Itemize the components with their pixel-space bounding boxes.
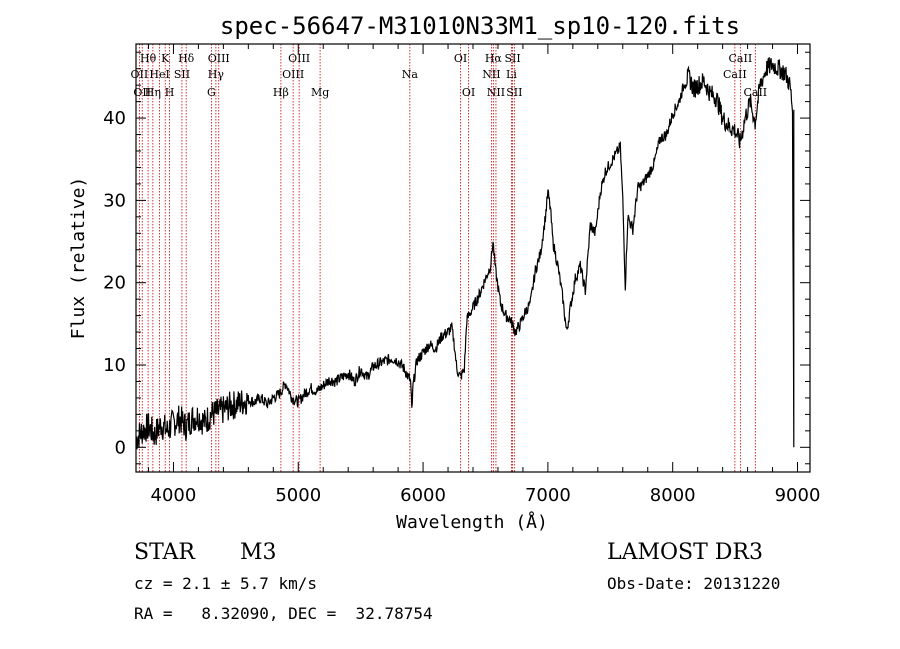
line-label-11: OIII — [208, 52, 230, 65]
x-tick-label-6000: 6000 — [400, 485, 446, 506]
line-label-0: OII — [131, 68, 149, 81]
line-label-3: Hη — [145, 86, 161, 99]
x-tick-label-8000: 8000 — [650, 485, 696, 506]
line-label-13: OIII — [282, 68, 304, 81]
y-tick-label-30: 30 — [103, 190, 126, 211]
line-label-16: Na — [402, 68, 419, 81]
observation-date: Obs-Date: 20131220 — [607, 574, 781, 593]
line-label-14: OIII — [288, 52, 310, 65]
ra-dec-coordinates: RA = 8.32090, DEC = 32.78754 — [134, 604, 433, 623]
line-label-20: Hα — [485, 52, 503, 65]
line-label-7: SII — [174, 68, 190, 81]
line-label-4: HeI — [149, 68, 169, 81]
line-label-27: CaII — [743, 86, 767, 99]
y-tick-label-40: 40 — [103, 108, 126, 129]
line-label-26: CaII — [729, 52, 753, 65]
emission-line-labels: OII OII Hθ Hη HeI K H SII Hδ G Hγ OIII Hβ OIII OIII Mg N… — [131, 52, 768, 99]
line-label-8: Hδ — [178, 52, 195, 65]
redshift-cz: cz = 2.1 ± 5.7 km/s — [134, 574, 318, 593]
line-label-25: CaII — [723, 68, 747, 81]
object-subclass: M3 — [240, 540, 277, 565]
line-label-9: G — [207, 86, 216, 99]
line-label-18: OI — [462, 86, 475, 99]
x-axis-ticks: 4000 5000 6000 7000 8000 9000 — [147, 44, 821, 506]
x-tick-label-7000: 7000 — [525, 485, 571, 506]
line-label-17: OI — [454, 52, 467, 65]
y-tick-label-20: 20 — [103, 273, 126, 294]
line-label-2: Hθ — [140, 52, 157, 65]
line-label-6: H — [165, 86, 175, 99]
line-label-1: OII — [133, 86, 151, 99]
line-label-15: Mg — [311, 86, 329, 99]
line-label-10: Hγ — [208, 68, 225, 81]
line-label-23: SII — [504, 52, 520, 65]
line-label-22: Li — [506, 68, 517, 81]
x-axis-label: Wavelength (Å) — [396, 511, 548, 533]
chart-title: spec-56647-M31010N33M1_sp10-120.fits — [220, 12, 740, 40]
line-label-24: SII — [506, 86, 522, 99]
line-label-12: Hβ — [273, 86, 289, 99]
line-label-5: K — [161, 52, 170, 65]
x-tick-label-4000: 4000 — [151, 485, 197, 506]
line-label-21: NII — [487, 86, 505, 99]
emission-line-markers — [138, 44, 756, 472]
y-tick-label-10: 10 — [103, 355, 126, 376]
y-tick-label-0: 0 — [115, 437, 126, 458]
x-tick-label-9000: 9000 — [775, 485, 821, 506]
y-axis-ticks: 0 10 20 30 40 — [103, 51, 810, 465]
survey-name: LAMOST DR3 — [607, 540, 763, 565]
object-class: STAR — [134, 540, 195, 565]
spectrum-line — [135, 57, 795, 450]
x-tick-label-5000: 5000 — [275, 485, 321, 506]
y-axis-label: Flux (relative) — [68, 177, 89, 340]
line-label-19: NII — [482, 68, 500, 81]
